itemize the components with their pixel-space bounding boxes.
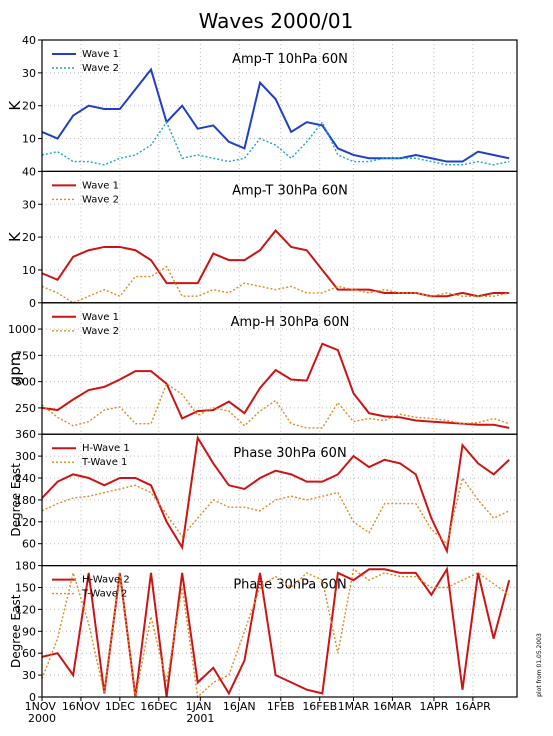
series-line [41,67,510,163]
y-tick-label: 120 [15,516,36,529]
footnote: plot from 01.05.2003 [536,633,543,697]
series-line [41,434,510,555]
legend-label: Wave 1 [82,180,119,191]
y-tick-label: 360 [15,428,36,441]
y-axis-label: Degree East [9,594,23,668]
series-line [41,342,510,429]
legend-label: Wave 1 [82,312,119,323]
x-tick-label: 16MAR [373,700,412,713]
x-tick-label: 1MAR [338,700,370,713]
legend-label: Wave 1 [82,49,119,60]
y-axis-label: Degree East [9,463,23,537]
series-line [41,120,510,166]
y-tick-label: 30 [22,67,36,80]
y-tick-label: 30 [22,669,36,682]
y-tick-label: 20 [22,231,36,244]
legend-label: T-Wave 2 [81,589,127,600]
panel-title: Amp-H 30hPa 60N [231,315,350,330]
x-tick-label: 16JAN [223,700,256,713]
y-tick-label: 20 [22,100,36,113]
y-tick-label: 10 [22,133,36,146]
y-axis-label: gpm [6,352,24,386]
legend-label: T-Wave 1 [81,457,127,468]
legend-label: Wave 2 [82,194,119,205]
series-line [41,568,510,699]
panel-title: Amp-T 30hPa 60N [232,183,348,198]
y-tick-label: 40 [22,34,36,47]
y-tick-label: 150 [15,582,36,595]
series-line [41,382,510,429]
y-tick-label: 60 [22,647,36,660]
x-tick-label: 1JAN 2001 [186,700,215,725]
panel-title: Amp-T 10hPa 60N [232,52,348,67]
y-tick-label: 0 [29,691,36,704]
y-tick-label: 60 [22,538,36,551]
y-tick-label: 1000 [8,323,36,336]
x-tick-label: 16NOV [62,700,101,713]
y-tick-label: 180 [15,494,36,507]
x-tick-label: 1NOV 2000 [25,700,60,725]
legend-label: H-Wave 1 [82,443,130,454]
panel-title: Phase 30hPa 60N [233,578,346,593]
legend-label: Wave 2 [82,63,119,74]
y-tick-label: 120 [15,603,36,616]
y-tick-label: 40 [22,165,36,178]
y-tick-label: 500 [15,376,36,389]
x-tick-label: 1DEC [105,700,135,713]
x-tick-label: 1FEB [267,700,295,713]
chart-title: Waves 2000/01 [199,9,354,33]
y-tick-label: 250 [15,402,36,415]
panel-title: Phase 30hPa 60N [233,446,346,461]
series-line [41,476,510,546]
x-tick-label: 16DEC [140,700,177,713]
y-tick-label: 180 [15,560,36,573]
y-tick-label: 30 [22,198,36,211]
series-line [41,229,510,298]
x-tick-label: 16APR [455,700,491,713]
x-tick-label: 16FEB [302,700,337,713]
y-axis-label: K [6,100,24,111]
legend-label: Wave 2 [82,326,119,337]
y-tick-label: 90 [22,625,36,638]
plot-frame [41,564,518,698]
legend-label: H-Wave 2 [82,575,130,586]
y-tick-label: 10 [22,264,36,277]
y-tick-label: 300 [15,450,36,463]
series-line [41,265,510,304]
y-tick-label: 750 [15,349,36,362]
y-axis-label: K [6,231,24,242]
y-tick-label: 0 [29,297,36,310]
x-tick-label: 1APR [420,700,449,713]
y-tick-label: 240 [15,472,36,485]
